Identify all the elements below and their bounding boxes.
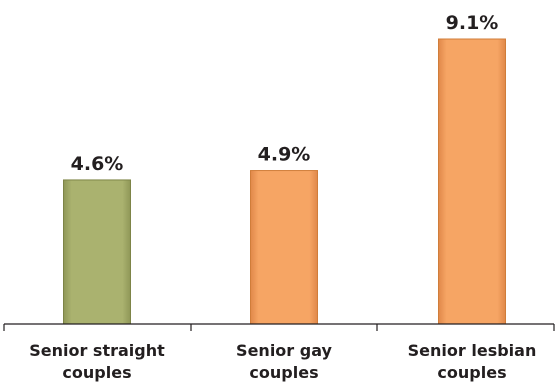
x-axis bbox=[3, 323, 555, 331]
category-labels-layer: Senior straight couples Senior gay couples S… bbox=[29, 341, 536, 382]
value-label-1: 4.6% bbox=[71, 153, 124, 175]
category-label-2-line-1: Senior gay bbox=[236, 341, 332, 360]
category-label-3-line-1: Senior lesbian bbox=[408, 341, 537, 360]
category-label-2-line-2: couples bbox=[249, 363, 318, 382]
bar-2 bbox=[250, 170, 318, 325]
bar-3 bbox=[438, 38, 506, 325]
bar-1 bbox=[63, 179, 131, 325]
category-label-1-line-2: couples bbox=[62, 363, 131, 382]
category-label-1-line-1: Senior straight bbox=[29, 341, 165, 360]
category-label-3-line-2: couples bbox=[437, 363, 506, 382]
value-label-3: 9.1% bbox=[446, 12, 499, 34]
bars-layer bbox=[63, 38, 506, 325]
value-labels-layer: 4.6% 4.9% 9.1% bbox=[71, 12, 499, 175]
value-label-2: 4.9% bbox=[258, 144, 311, 166]
